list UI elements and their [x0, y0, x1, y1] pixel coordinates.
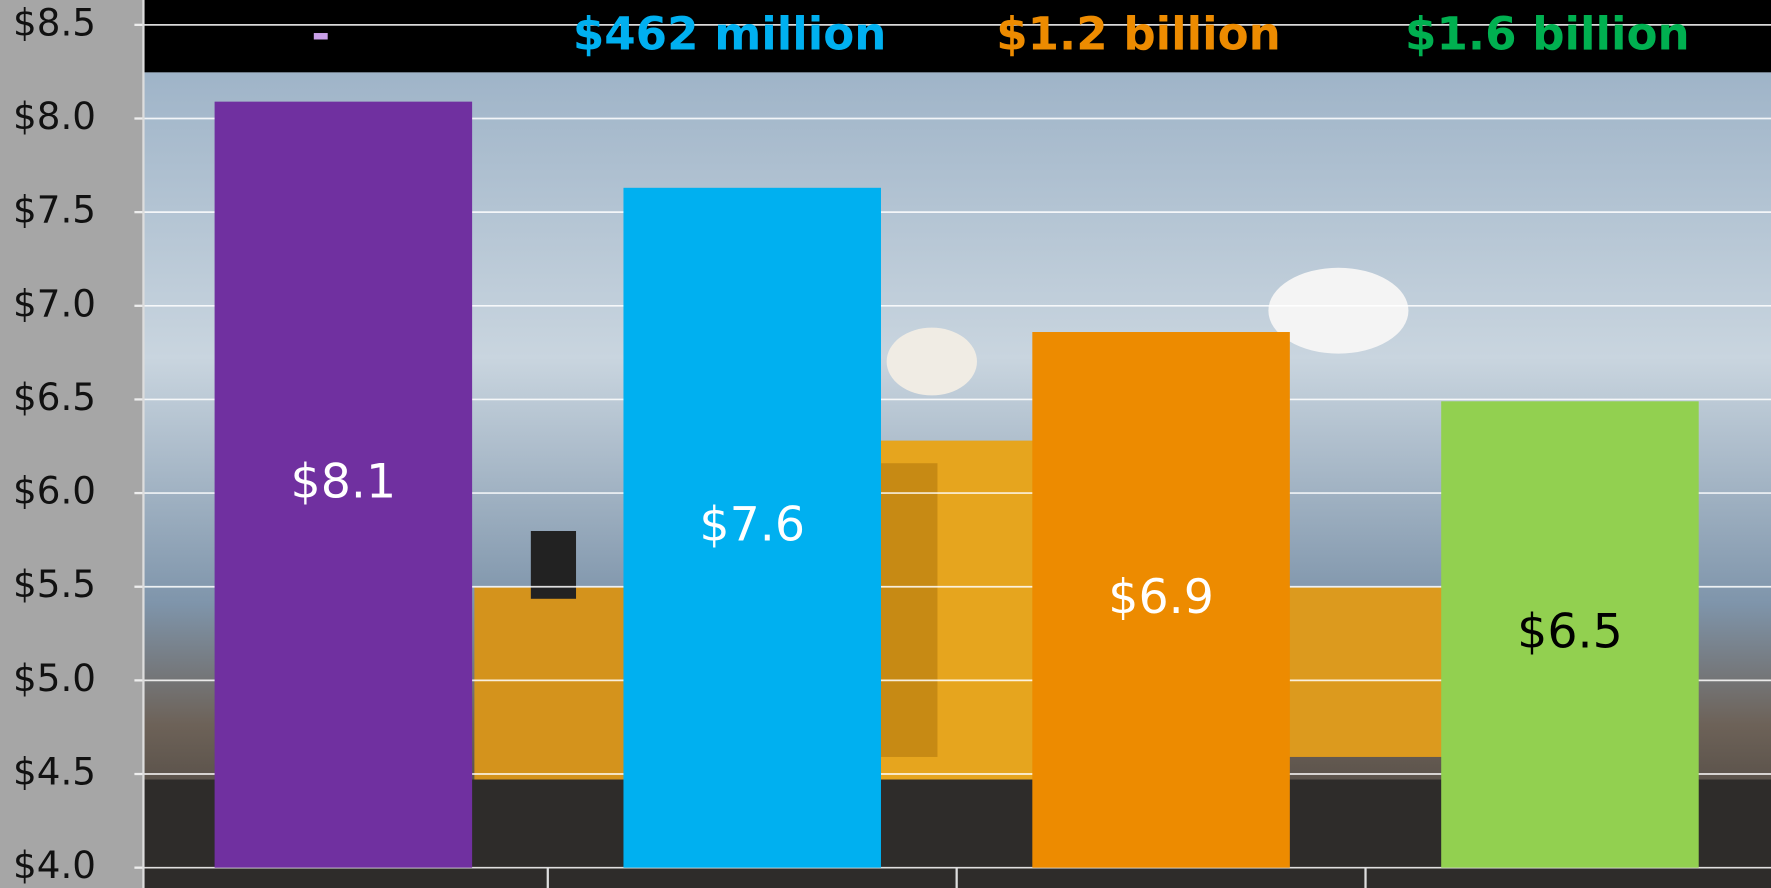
header-label: $1.2 billion [996, 7, 1281, 60]
header-label: $462 million [573, 7, 887, 60]
y-tick-label: $5.5 [13, 562, 96, 606]
chart: $8.1 $7.6 $6.9 $6.5 $4.0 $4.5 $5.0 $5.5 $6.0 $6.… [0, 0, 1771, 888]
y-tick-label: $6.5 [13, 375, 96, 419]
y-tick-label: $7.0 [13, 281, 96, 325]
data-label: $6.5 [1517, 604, 1623, 659]
machine [881, 463, 937, 757]
machine [531, 531, 576, 599]
header-label: - [311, 7, 330, 60]
data-label: $6.9 [1108, 570, 1214, 625]
machine [1288, 587, 1446, 756]
light-balloon [887, 328, 977, 396]
y-tick-label: $5.0 [13, 656, 96, 700]
y-tick-label: $6.0 [13, 469, 96, 513]
header-label: $1.6 billion [1405, 7, 1690, 60]
y-tick-label: $8.0 [13, 94, 96, 138]
y-tick-label: $8.5 [13, 0, 96, 44]
data-label: $7.6 [699, 498, 805, 553]
data-label: $8.1 [291, 455, 397, 510]
machine [474, 587, 632, 779]
y-tick-label: $7.5 [13, 188, 96, 232]
y-tick-label: $4.0 [13, 843, 96, 887]
page: {"chart_data": {"type": "bar", "categori… [0, 0, 1771, 888]
y-tick-label: $4.5 [13, 750, 96, 794]
